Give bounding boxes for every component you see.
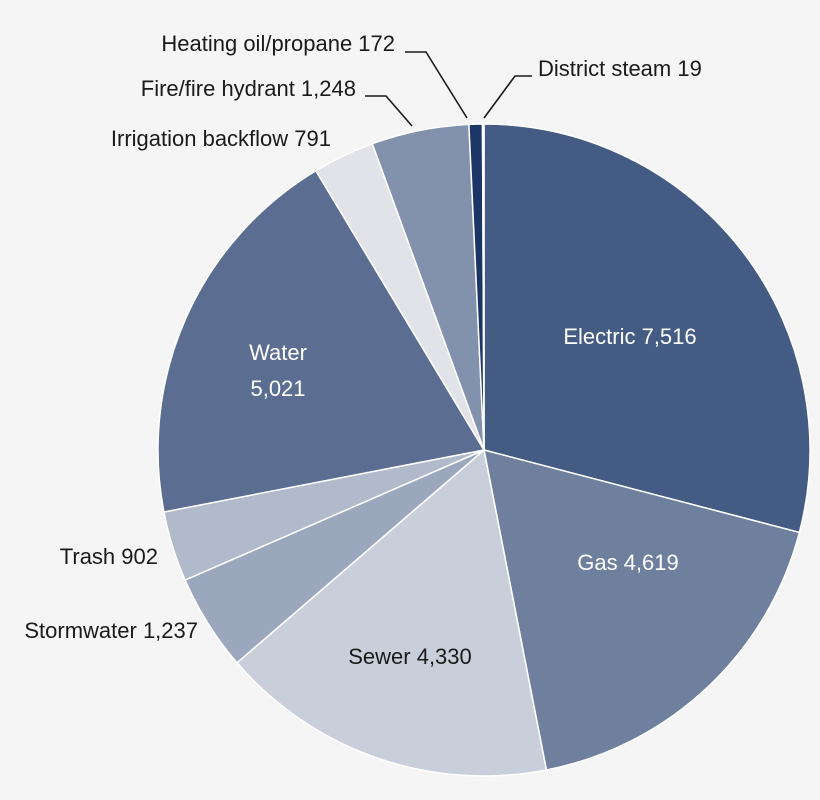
slice-value-water: 5,021 (250, 376, 305, 401)
pie-slice-water (157, 169, 485, 513)
leader-line-heating-oil-propane (405, 51, 468, 119)
slice-label-irrigation-backflow: Irrigation backflow 791 (111, 126, 331, 151)
pie-slice-electric (483, 123, 811, 534)
slice-label-trash: Trash 902 (60, 544, 158, 569)
slice-label-gas: Gas 4,619 (577, 550, 679, 575)
leader-lines (365, 51, 532, 127)
slices-layer (157, 123, 811, 777)
labels-layer: Electric 7,516 Gas 4,619 Sewer 4,330 Stormw… (24, 31, 701, 669)
slice-label-heating-oil-propane: Heating oil/propane 172 (161, 31, 395, 56)
slice-label-water: Water (249, 340, 307, 365)
pie-slice-sewer (236, 449, 548, 777)
slice-label-electric: Electric 7,516 (563, 324, 696, 349)
slice-label-fire-fire-hydrant: Fire/fire hydrant 1,248 (141, 76, 356, 101)
slice-label-stormwater: Stormwater 1,237 (24, 618, 198, 643)
slice-label-district-steam: District steam 19 (538, 56, 702, 81)
pie-slice-district-steam (481, 123, 485, 451)
leader-line-fire-fire-hydrant (365, 95, 413, 127)
pie-slice-gas (483, 449, 801, 771)
leader-line-district-steam (483, 75, 532, 119)
slice-label-sewer: Sewer 4,330 (348, 644, 472, 669)
